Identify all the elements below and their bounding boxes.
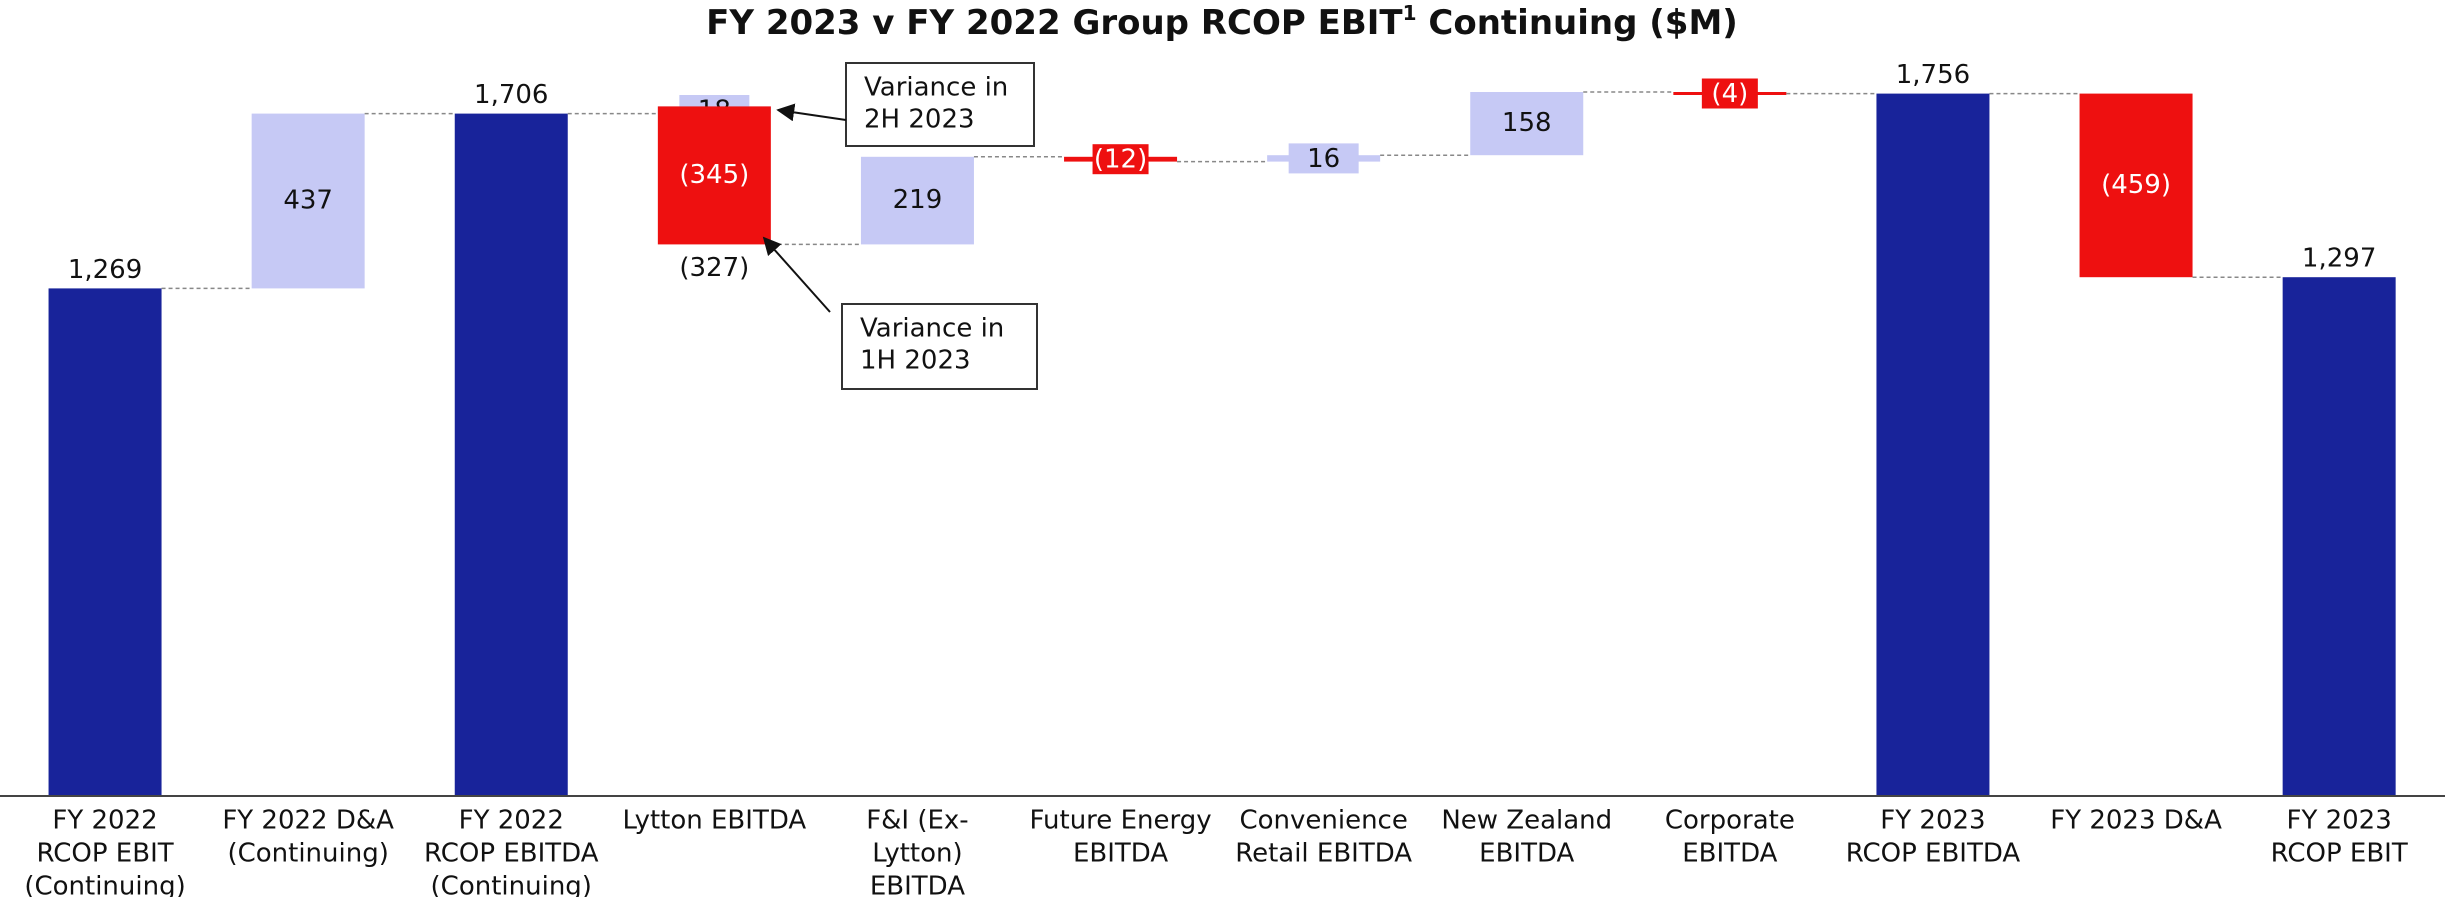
x-tick-label: EBITDA <box>1682 839 1777 869</box>
x-tick-label: EBITDA <box>1073 839 1168 869</box>
annotation-text: 2H 2023 <box>864 105 975 135</box>
value-label: (4) <box>1711 79 1748 109</box>
value-label: 219 <box>893 185 943 215</box>
annotation-arrow <box>776 103 847 122</box>
x-tick-label: Corporate <box>1665 806 1795 836</box>
annotation-text: Variance in <box>860 314 1004 344</box>
net-label: (327) <box>679 253 749 283</box>
bar <box>860 156 974 245</box>
x-tick-label: RCOP EBITDA <box>1846 839 2021 869</box>
x-tick-label: New Zealand <box>1441 806 1612 836</box>
bar <box>2282 277 2396 796</box>
value-label: 1,756 <box>1896 60 1970 90</box>
value-label: (12) <box>1094 145 1147 175</box>
x-tick-label: F&I (Ex- <box>866 806 969 836</box>
x-tick-label: Future Energy <box>1030 806 1212 836</box>
value-label: 437 <box>283 186 333 216</box>
x-tick-label: RCOP EBIT <box>2271 839 2408 869</box>
x-tick-label: Lytton) <box>872 839 962 869</box>
value-label-box <box>1288 143 1359 174</box>
bar <box>2079 93 2193 278</box>
chart-title: FY 2023 v FY 2022 Group RCOP EBIT1 Conti… <box>706 1 1738 43</box>
value-label: (459) <box>2101 170 2171 200</box>
x-tick-label: RCOP EBIT <box>36 839 173 869</box>
x-tick-label: FY 2022 <box>459 806 564 836</box>
bar <box>657 106 771 245</box>
x-tick-label: Lytton EBITDA <box>622 806 806 836</box>
bar <box>454 113 568 797</box>
bar <box>1876 93 1990 797</box>
value-label: (345) <box>679 160 749 190</box>
value-label: 158 <box>1502 108 1552 138</box>
x-tick-label: (Continuing) <box>431 872 592 897</box>
value-label-box <box>1092 144 1149 175</box>
annotation-text: 1H 2023 <box>860 346 971 376</box>
x-tick-label: Retail EBITDA <box>1235 839 1412 869</box>
value-label: 16 <box>1307 144 1340 174</box>
bar <box>251 113 365 289</box>
value-label: 1,269 <box>68 255 142 285</box>
x-tick-label: EBITDA <box>1479 839 1574 869</box>
x-tick-label: FY 2023 D&A <box>2050 806 2222 836</box>
bar <box>1470 92 1584 156</box>
value-label: 1,297 <box>2302 244 2376 274</box>
annotation-text: Variance in <box>864 73 1008 103</box>
x-tick-label: FY 2023 <box>1880 806 1985 836</box>
x-tick-label: (Continuing) <box>24 872 185 897</box>
value-label-box <box>1701 78 1758 109</box>
x-tick-label: FY 2023 <box>2287 806 2392 836</box>
x-tick-label: RCOP EBITDA <box>424 839 599 869</box>
x-tick-label: FY 2022 <box>52 806 157 836</box>
annotation-arrow <box>762 236 831 313</box>
x-tick-label: FY 2022 D&A <box>222 806 394 836</box>
x-tick-label: (Continuing) <box>227 839 388 869</box>
value-label: 1,706 <box>474 80 548 110</box>
bar <box>48 288 162 796</box>
x-tick-label: EBITDA <box>870 872 965 897</box>
annotation-box <box>841 303 1038 390</box>
x-tick-label: Convenience <box>1239 806 1407 836</box>
annotation-box <box>845 62 1035 147</box>
